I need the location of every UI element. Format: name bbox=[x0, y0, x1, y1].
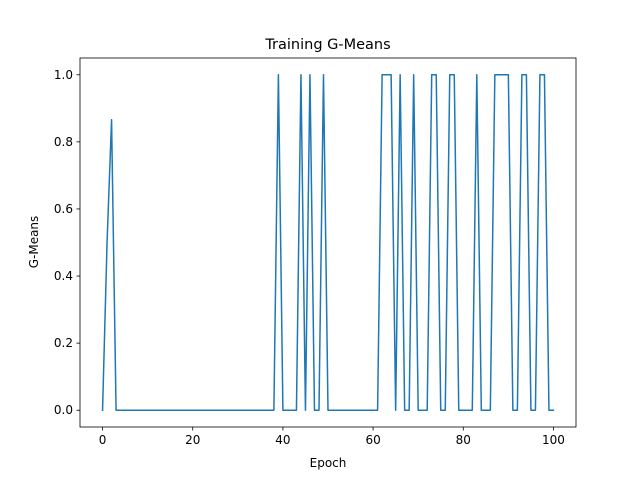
x-tick-label: 0 bbox=[99, 433, 107, 447]
x-tick-label: 40 bbox=[275, 433, 290, 447]
chart-title: Training G-Means bbox=[264, 37, 390, 53]
y-tick-label: 0.8 bbox=[54, 135, 73, 149]
y-axis-label: G-Means bbox=[27, 216, 41, 269]
y-tick-label: 0.4 bbox=[54, 269, 73, 283]
x-tick-label: 80 bbox=[456, 433, 471, 447]
x-tick-label: 60 bbox=[365, 433, 380, 447]
axes-frame bbox=[79, 57, 577, 428]
series-line bbox=[101, 74, 555, 411]
y-axis: 0.0 0.2 0.4 0.6 0.8 1.0 bbox=[54, 68, 80, 417]
y-tick-label: 0.0 bbox=[54, 403, 73, 417]
y-tick-label: 0.2 bbox=[54, 336, 73, 350]
x-axis-label: Epoch bbox=[310, 456, 347, 470]
y-tick-label: 1.0 bbox=[54, 68, 73, 82]
x-tick-label: 20 bbox=[185, 433, 200, 447]
y-tick-label: 0.6 bbox=[54, 202, 73, 216]
x-tick-label: 100 bbox=[542, 433, 565, 447]
x-axis: 0 20 40 60 80 100 bbox=[99, 427, 565, 447]
plot-area bbox=[79, 57, 577, 428]
